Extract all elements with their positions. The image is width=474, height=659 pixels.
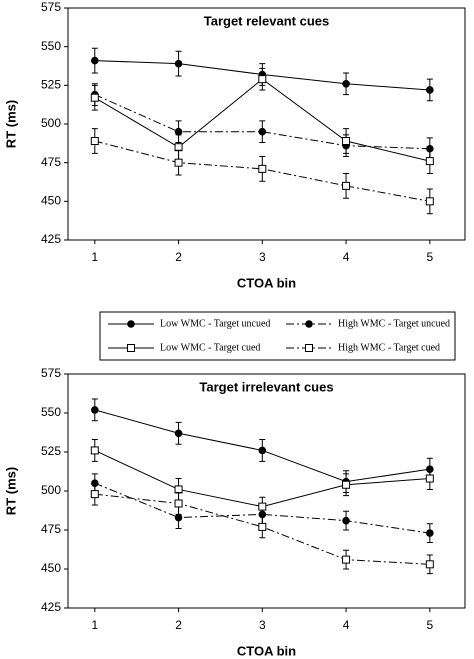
- marker: [174, 127, 183, 136]
- x-tick-label: 4: [343, 250, 350, 264]
- x-tick-label: 3: [259, 250, 266, 264]
- marker: [174, 485, 183, 494]
- series-line: [94, 140, 430, 202]
- x-tick-label: 2: [175, 618, 182, 632]
- legend: [99, 311, 456, 361]
- y-tick-label: 575: [41, 0, 61, 14]
- y-tick-label: 475: [41, 522, 61, 536]
- marker: [174, 513, 183, 522]
- x-tick-label: 5: [426, 618, 433, 632]
- marker: [342, 79, 350, 88]
- legend-marker: [127, 344, 135, 352]
- marker: [90, 490, 99, 499]
- y-tick-label: 525: [41, 444, 61, 458]
- marker: [425, 560, 434, 569]
- y-tick-label: 425: [41, 600, 61, 614]
- marker: [90, 93, 99, 102]
- legend-label: Low WMC - Target uncued: [160, 318, 270, 329]
- marker: [90, 137, 99, 146]
- y-tick-label: 450: [41, 194, 61, 208]
- x-axis-title: CTOA bin: [237, 275, 296, 290]
- series-line: [94, 94, 430, 150]
- x-tick-label: 4: [343, 618, 350, 632]
- marker: [342, 555, 351, 564]
- y-axis-title: RT (ms): [3, 100, 18, 148]
- x-tick-label: 1: [91, 250, 98, 264]
- x-tick-label: 3: [259, 618, 266, 632]
- marker: [342, 516, 350, 525]
- marker: [174, 59, 183, 68]
- marker: [258, 446, 267, 455]
- series-line: [94, 482, 430, 534]
- marker: [91, 56, 99, 65]
- y-tick-label: 500: [41, 483, 61, 497]
- marker: [426, 86, 434, 94]
- marker: [258, 75, 267, 84]
- x-axis-title: CTOA bin: [237, 643, 296, 658]
- y-tick-label: 425: [41, 232, 61, 246]
- marker: [342, 137, 351, 146]
- marker: [91, 406, 99, 414]
- y-tick-label: 550: [41, 39, 61, 53]
- plot-frame: [67, 7, 466, 241]
- plot-frame: [67, 373, 466, 609]
- marker: [174, 158, 183, 167]
- y-axis-title: RT (ms): [3, 467, 18, 515]
- legend-label: High WMC - Target uncued: [338, 318, 450, 329]
- y-tick-label: 550: [41, 405, 61, 419]
- marker: [258, 164, 267, 173]
- x-tick-label: 5: [426, 250, 433, 264]
- marker: [425, 197, 434, 206]
- marker: [258, 502, 267, 511]
- marker: [425, 157, 434, 166]
- chart-title: Target relevant cues: [204, 13, 329, 28]
- marker: [174, 499, 183, 508]
- legend-label: High WMC - Target cued: [338, 342, 440, 353]
- legend-marker: [127, 320, 135, 328]
- legend-marker: [305, 344, 313, 352]
- marker: [258, 522, 267, 531]
- marker: [174, 143, 183, 152]
- chart-title: Target irrelevant cues: [199, 379, 333, 394]
- y-tick-label: 575: [41, 366, 61, 380]
- marker: [425, 474, 434, 483]
- marker: [90, 446, 99, 455]
- legend-label: Low WMC - Target cued: [160, 342, 260, 353]
- marker: [258, 127, 267, 136]
- x-tick-label: 1: [91, 618, 98, 632]
- marker: [342, 480, 351, 489]
- y-tick-label: 500: [41, 116, 61, 130]
- series-line: [94, 78, 430, 162]
- marker: [426, 529, 434, 537]
- y-tick-label: 475: [41, 155, 61, 169]
- marker: [174, 429, 183, 438]
- x-tick-label: 2: [175, 250, 182, 264]
- marker: [342, 181, 351, 190]
- y-tick-label: 525: [41, 78, 61, 92]
- y-tick-label: 450: [41, 561, 61, 575]
- legend-marker: [305, 320, 313, 328]
